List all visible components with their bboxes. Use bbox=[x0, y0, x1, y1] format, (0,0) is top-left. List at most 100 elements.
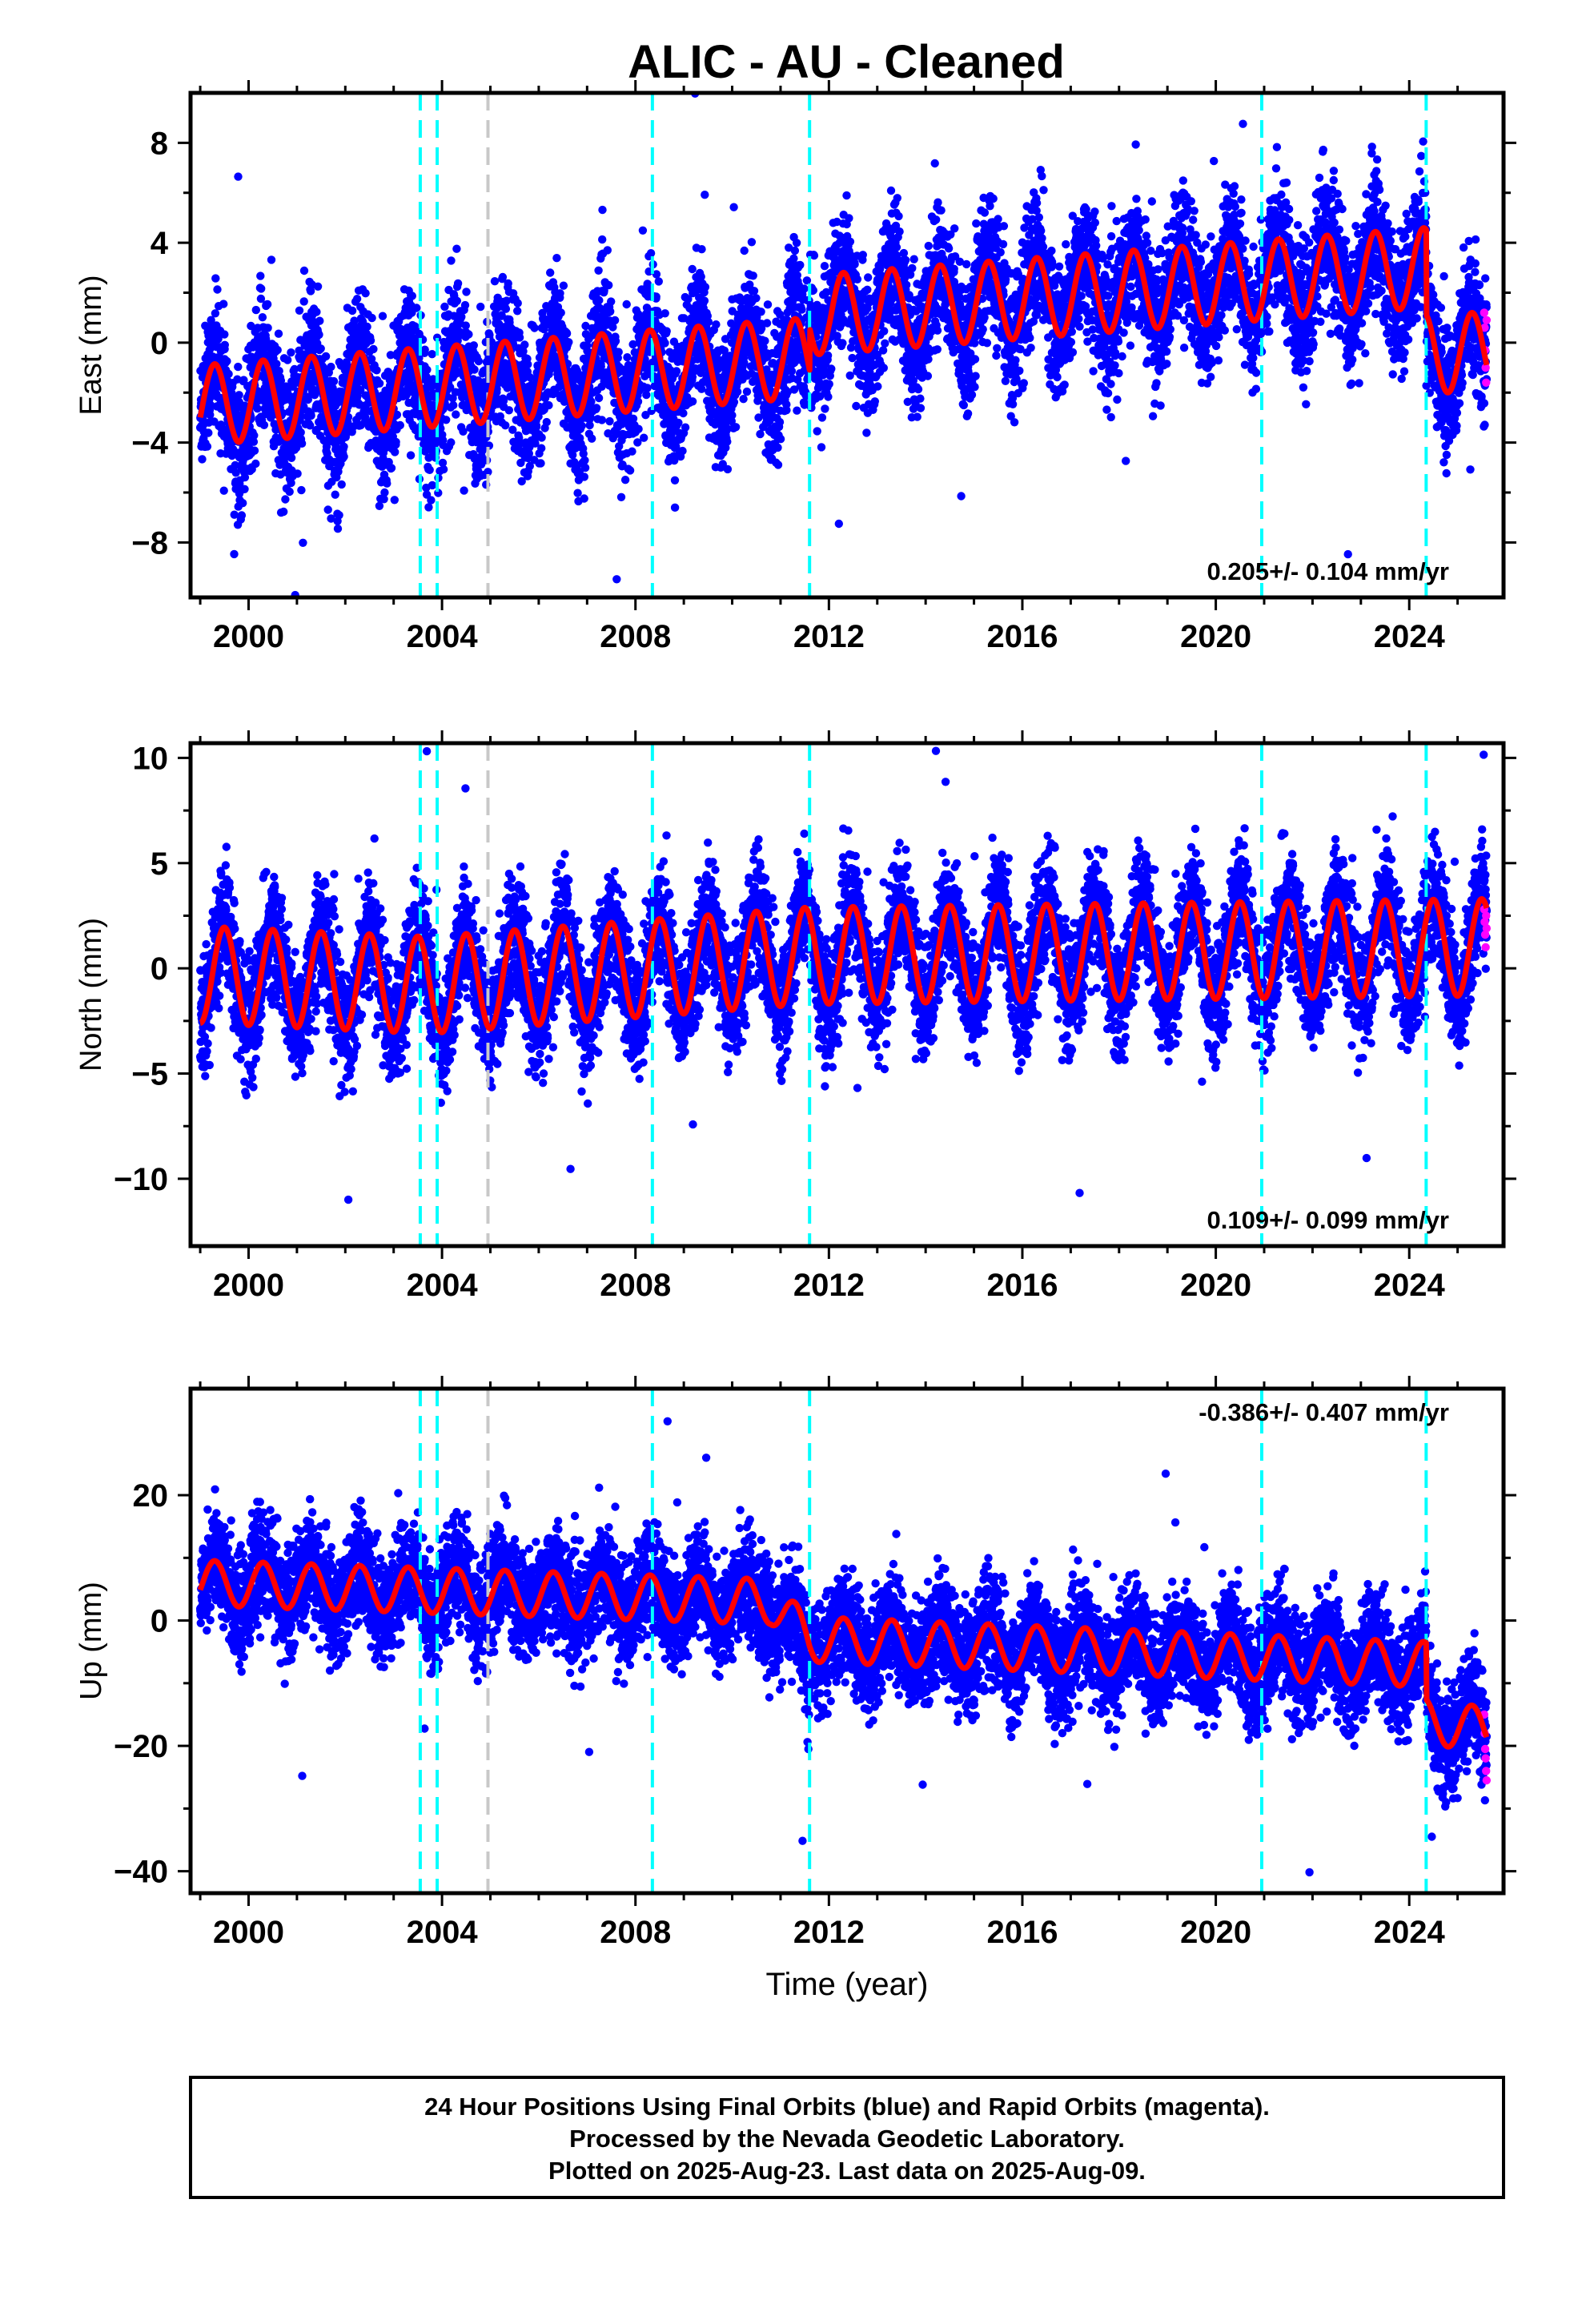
east-final-orbit-point bbox=[595, 296, 604, 305]
east-final-orbit-point bbox=[605, 416, 614, 426]
east-final-orbit-point bbox=[700, 296, 709, 305]
east-final-orbit-point bbox=[782, 406, 791, 415]
east-final-orbit-point bbox=[773, 460, 783, 469]
east-final-orbit-point bbox=[239, 376, 248, 384]
east-final-orbit-point bbox=[662, 327, 671, 336]
east-final-orbit-point bbox=[607, 297, 616, 306]
east-final-orbit-point bbox=[820, 262, 829, 271]
east-final-orbit-point bbox=[723, 464, 733, 474]
east-final-orbit-point bbox=[592, 404, 601, 412]
east-final-orbit-point bbox=[498, 272, 508, 282]
east-final-orbit-point bbox=[390, 496, 399, 505]
east-final-orbit-point bbox=[296, 428, 305, 437]
east-final-orbit-point bbox=[219, 300, 228, 308]
east-final-orbit-point bbox=[247, 321, 255, 331]
east-final-orbit-point bbox=[459, 427, 468, 436]
east-final-orbit-point bbox=[913, 384, 923, 394]
east-final-orbit-point bbox=[356, 385, 365, 395]
east-final-orbit-point bbox=[230, 549, 239, 559]
east-final-orbit-point bbox=[612, 575, 621, 584]
east-final-orbit-point bbox=[452, 410, 460, 419]
east-final-orbit-point bbox=[530, 324, 539, 332]
east-final-orbit-point bbox=[297, 485, 306, 495]
east-final-orbit-point bbox=[375, 501, 384, 510]
east-final-orbit-point bbox=[460, 486, 468, 495]
east-final-orbit-point bbox=[276, 376, 286, 385]
east-final-orbit-point bbox=[733, 388, 742, 396]
east-final-orbit-point bbox=[333, 525, 343, 533]
east-final-orbit-point bbox=[625, 466, 635, 475]
east-final-orbit-point bbox=[380, 488, 389, 497]
east-final-orbit-point bbox=[610, 316, 620, 325]
east-final-orbit-point bbox=[447, 438, 456, 447]
east-final-orbit-point bbox=[352, 295, 362, 304]
east-final-orbit-point bbox=[387, 464, 396, 472]
east-final-orbit-point bbox=[642, 390, 651, 400]
east-final-orbit-point bbox=[287, 478, 295, 488]
east-final-orbit-point bbox=[315, 316, 324, 325]
east-final-orbit-point bbox=[661, 339, 669, 348]
east-final-orbit-point bbox=[842, 191, 851, 200]
east-final-orbit-point bbox=[303, 395, 312, 404]
east-final-orbit-point bbox=[501, 304, 511, 313]
east-final-orbit-point bbox=[287, 348, 295, 357]
east-final-orbit-point bbox=[285, 487, 294, 497]
east-final-orbit-point bbox=[462, 287, 471, 296]
east-final-orbit-point bbox=[723, 437, 732, 446]
east-final-orbit-point bbox=[290, 364, 299, 374]
east-final-orbit-point bbox=[281, 495, 290, 504]
east-final-orbit-point bbox=[697, 245, 706, 254]
east-final-orbit-point bbox=[293, 469, 302, 478]
east-final-orbit-point bbox=[562, 329, 572, 338]
east-final-orbit-point bbox=[250, 446, 259, 455]
east-final-orbit-point bbox=[879, 364, 889, 372]
east-final-orbit-point bbox=[845, 214, 853, 223]
east-final-orbit-point bbox=[598, 205, 607, 215]
east-final-orbit-point bbox=[776, 435, 785, 444]
east-final-orbit-point bbox=[275, 367, 283, 376]
east-final-orbit-point bbox=[259, 420, 269, 429]
east-final-orbit-point bbox=[800, 284, 809, 293]
east-final-orbit-point bbox=[283, 356, 292, 364]
east-final-orbit-point bbox=[580, 463, 590, 472]
east-final-orbit-point bbox=[809, 251, 819, 260]
east-final-orbit-point bbox=[273, 345, 282, 355]
east-final-orbit-point bbox=[739, 395, 748, 404]
east-final-orbit-point bbox=[823, 351, 833, 360]
east-final-orbit-point bbox=[646, 249, 656, 258]
east-final-orbit-point bbox=[464, 330, 473, 339]
east-final-orbit-point bbox=[452, 296, 461, 305]
east-final-orbit-point bbox=[611, 336, 620, 346]
east-final-orbit-point bbox=[893, 194, 902, 203]
east-final-orbit-point bbox=[802, 276, 812, 285]
east-final-orbit-point bbox=[490, 277, 500, 286]
east-final-orbit-point bbox=[598, 235, 607, 244]
east-final-orbit-point bbox=[661, 309, 669, 318]
east-final-orbit-point bbox=[749, 287, 759, 296]
east-final-orbit-point bbox=[297, 439, 307, 448]
east-final-orbit-point bbox=[231, 460, 239, 470]
east-final-orbit-point bbox=[203, 442, 212, 451]
east-final-orbit-point bbox=[299, 266, 309, 275]
east-final-orbit-point bbox=[361, 289, 370, 298]
east-final-orbit-point bbox=[515, 333, 524, 342]
east-final-orbit-point bbox=[204, 428, 213, 437]
east-final-orbit-point bbox=[573, 489, 582, 497]
east-final-orbit-point bbox=[258, 313, 267, 322]
east-final-orbit-point bbox=[688, 264, 697, 274]
east-final-orbit-point bbox=[251, 459, 260, 468]
east-final-orbit-point bbox=[406, 451, 416, 460]
east-final-orbit-point bbox=[220, 330, 229, 339]
east-final-orbit-point bbox=[234, 362, 243, 372]
east-final-orbit-point bbox=[681, 423, 690, 432]
east-final-orbit-point bbox=[257, 284, 266, 293]
east-final-orbit-point bbox=[520, 340, 529, 349]
east-final-orbit-point bbox=[408, 292, 416, 300]
east-final-orbit-point bbox=[886, 186, 896, 195]
east-final-orbit-point bbox=[880, 327, 889, 336]
east-final-orbit-point bbox=[909, 255, 918, 263]
east-final-orbit-point bbox=[654, 277, 663, 286]
east-final-orbit-point bbox=[853, 275, 862, 283]
east-final-orbit-point bbox=[524, 360, 532, 369]
east-final-orbit-point bbox=[239, 499, 247, 508]
